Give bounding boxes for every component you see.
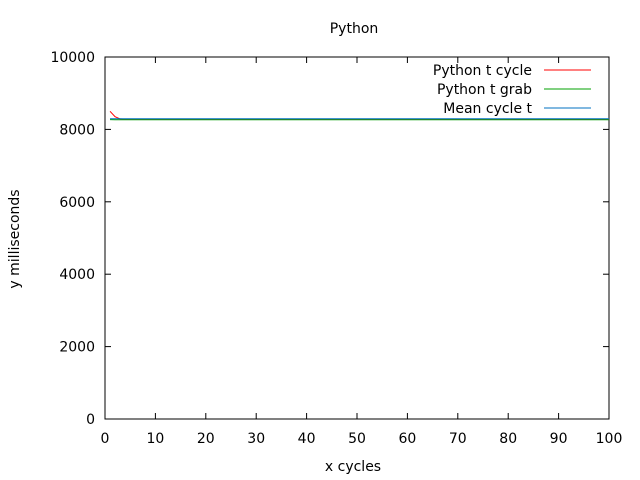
legend-label: Python t grab bbox=[437, 82, 532, 98]
y-tick-label: 10000 bbox=[50, 50, 95, 66]
x-tick-label: 20 bbox=[197, 431, 215, 447]
x-tick-label: 100 bbox=[596, 431, 623, 447]
x-tick-label: 90 bbox=[550, 431, 568, 447]
y-tick-label: 0 bbox=[86, 412, 95, 428]
y-tick-label: 2000 bbox=[59, 340, 95, 356]
x-tick-label: 60 bbox=[398, 431, 416, 447]
plot-frame bbox=[104, 56, 610, 420]
y-ticks: 0 2000 4000 6000 8000 10000 bbox=[50, 50, 609, 428]
x-ticks: 0 10 20 30 40 50 60 70 80 90 100 bbox=[101, 57, 623, 447]
y-tick-label: 6000 bbox=[59, 195, 95, 211]
chart-title: Python bbox=[330, 21, 379, 37]
x-tick-label: 70 bbox=[449, 431, 467, 447]
y-tick-label: 8000 bbox=[59, 122, 95, 138]
x-tick-label: 30 bbox=[247, 431, 265, 447]
legend: Python t cycle Python t grab Mean cycle t bbox=[433, 63, 591, 117]
x-tick-label: 50 bbox=[348, 431, 366, 447]
x-tick-label: 10 bbox=[146, 431, 164, 447]
x-tick-label: 80 bbox=[499, 431, 517, 447]
legend-label: Python t cycle bbox=[433, 63, 532, 79]
x-tick-label: 0 bbox=[101, 431, 110, 447]
series-layer bbox=[109, 110, 609, 121]
y-axis-title: y milliseconds bbox=[7, 189, 23, 288]
series-line-0 bbox=[109, 110, 609, 120]
legend-label: Mean cycle t bbox=[443, 101, 532, 117]
x-axis-title: x cycles bbox=[325, 459, 381, 475]
x-tick-label: 40 bbox=[298, 431, 316, 447]
y-tick-label: 4000 bbox=[59, 267, 95, 283]
